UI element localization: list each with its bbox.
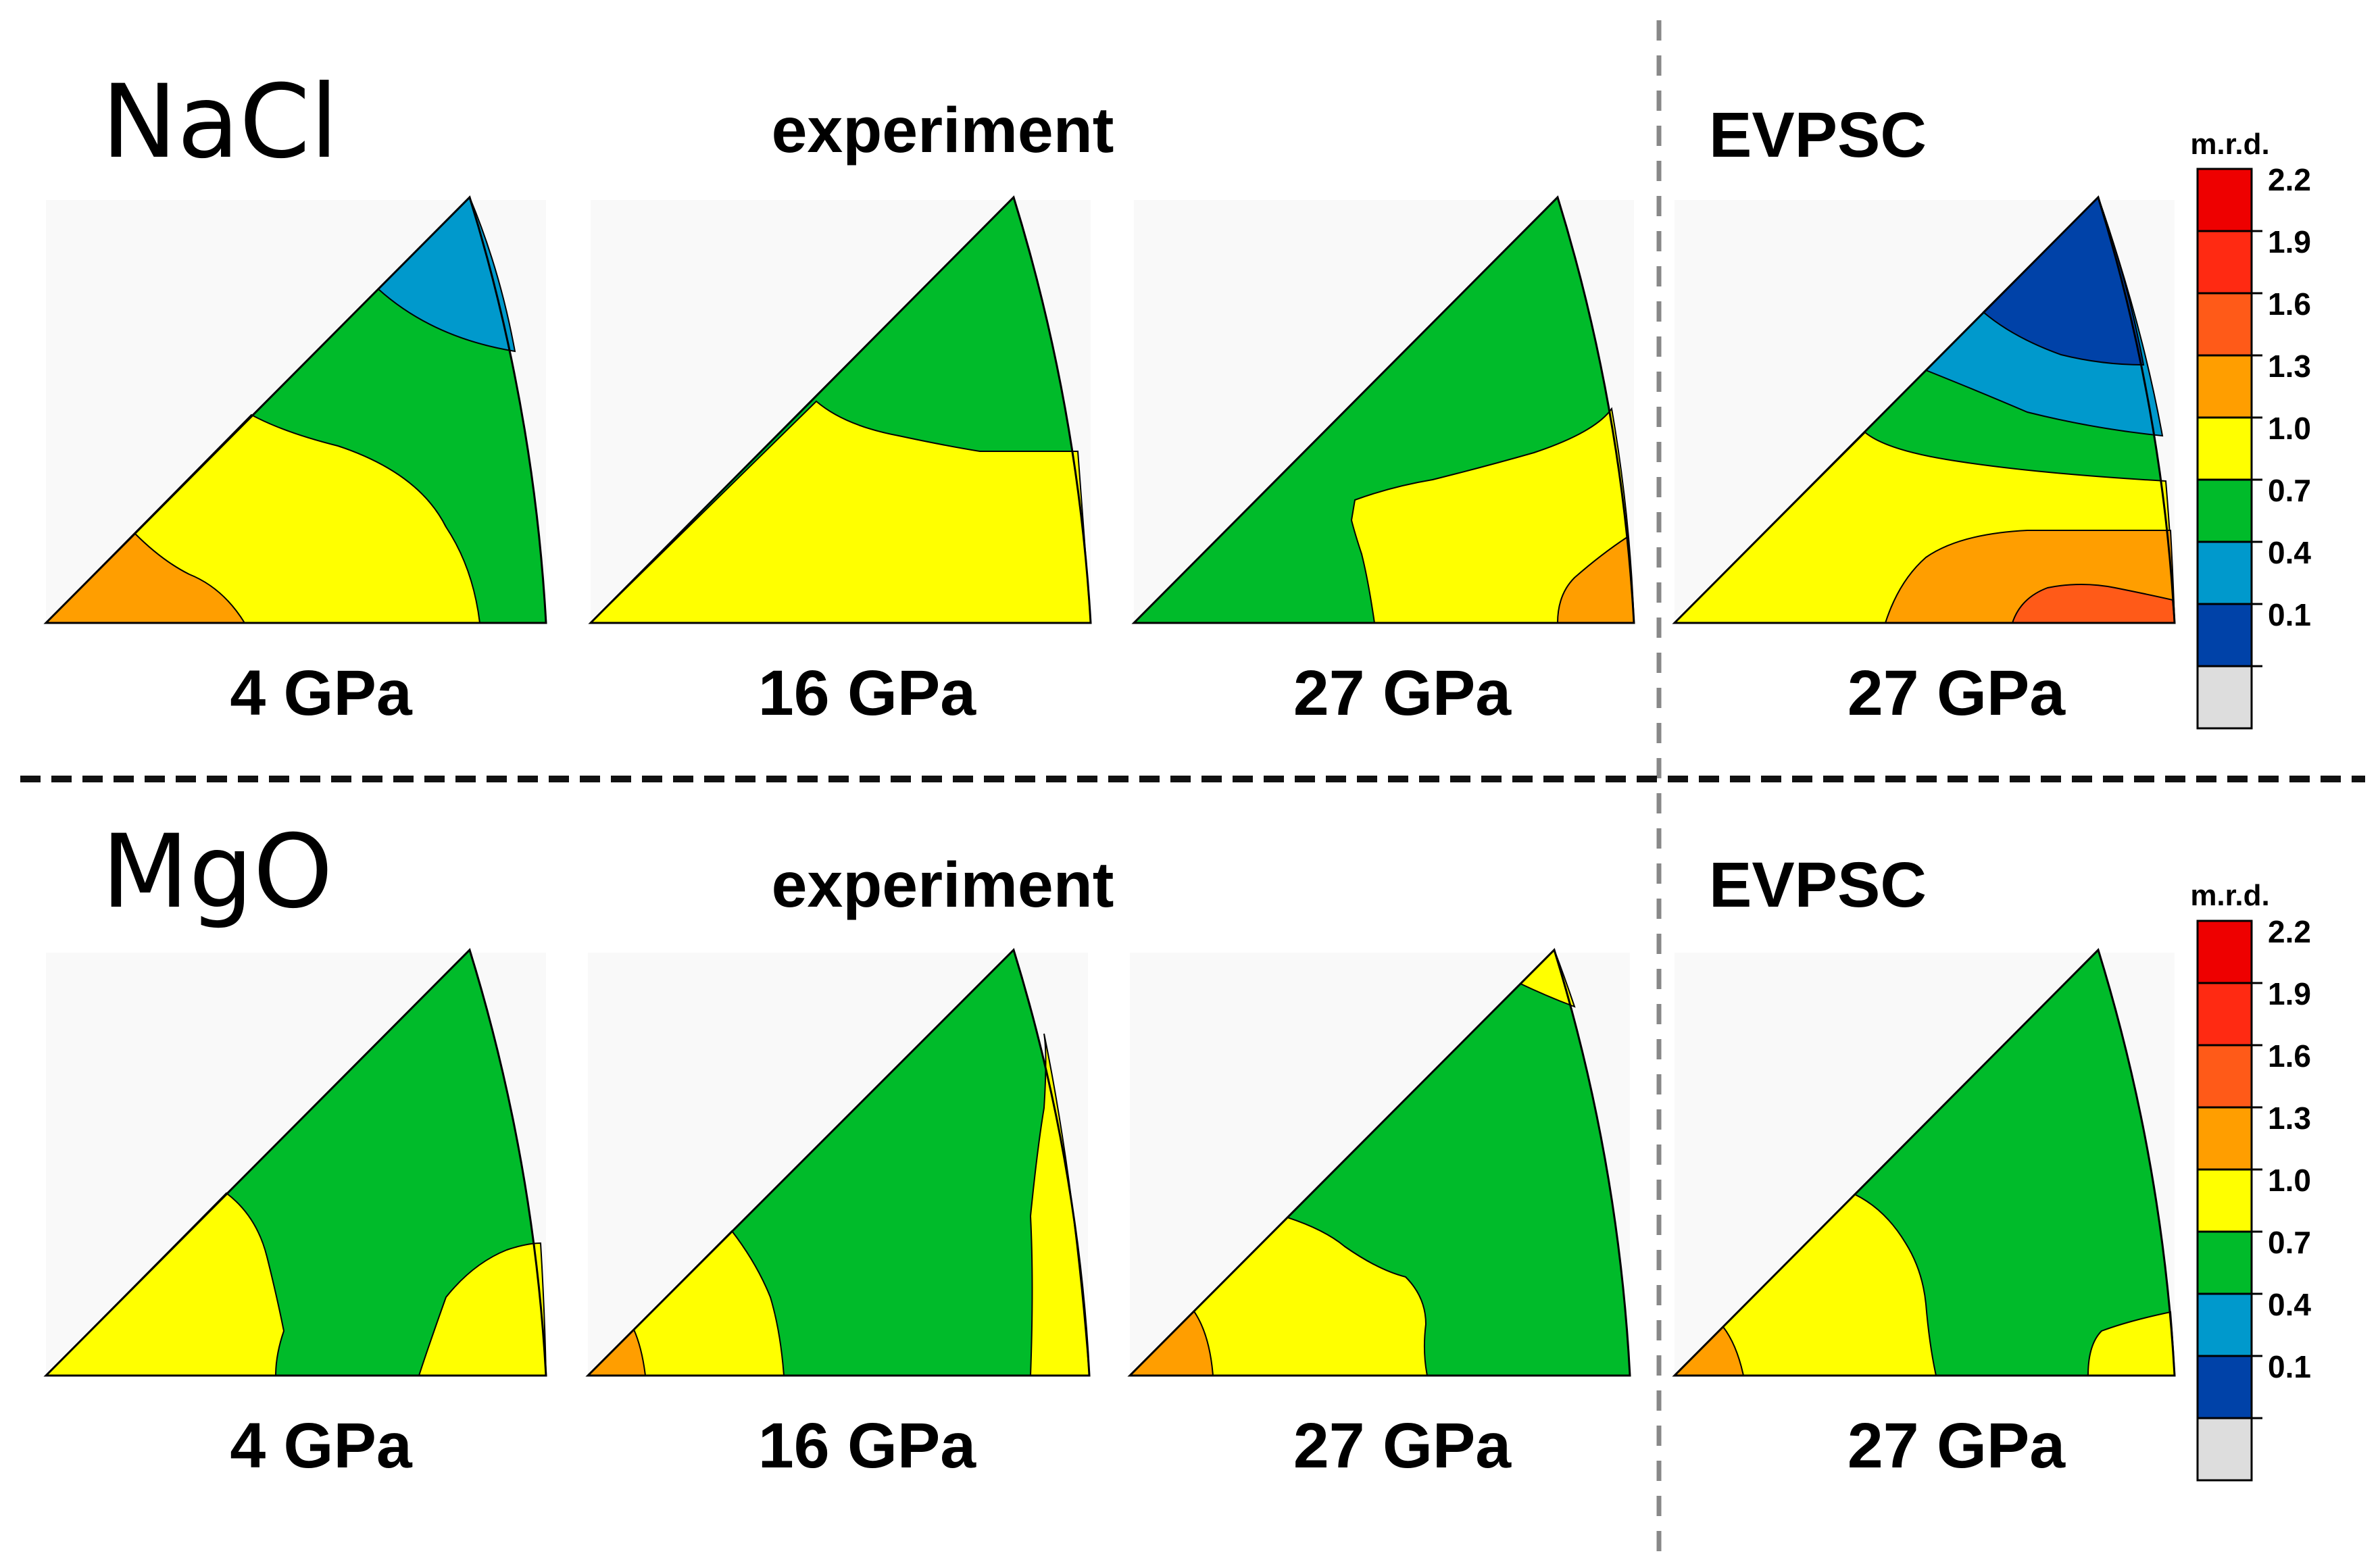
pressure-label-mgo-16gpa: 16 GPa <box>758 1410 976 1482</box>
colorbar-swatch <box>2196 982 2253 1047</box>
evpsc-label-nacl: EVPSC <box>1709 99 1927 171</box>
colorbar-tick-label: 1.3 <box>2268 1101 2311 1136</box>
colorbar-swatch <box>2196 1230 2253 1295</box>
region-orange <box>44 532 246 624</box>
region-yellow <box>1672 1193 1937 1376</box>
pressure-label-nacl-27gpa: 27 GPa <box>1293 657 1512 729</box>
colorbar-title: m.r.d. <box>2190 128 2269 161</box>
ipf-panel-nacl-16gpa <box>588 195 1092 624</box>
colorbar-swatch <box>2196 665 2253 730</box>
colorbar-tick-label: 2.2 <box>2268 162 2311 197</box>
colorbar-swatch <box>2196 354 2253 419</box>
colorbar-swatch <box>2196 603 2253 668</box>
colorbar-tick-label: 0.4 <box>2268 1287 2311 1322</box>
experiment-label-nacl: experiment <box>772 95 1114 166</box>
ipf-panel-nacl-27gpa <box>1131 195 1635 624</box>
pressure-label-nacl-evpsc-27gpa: 27 GPa <box>1848 657 2066 729</box>
colorbar-swatch <box>2196 292 2253 357</box>
region-orange <box>1672 1326 1745 1376</box>
ipf-panel-mgo-27gpa <box>1127 948 1631 1377</box>
ipf-panel-mgo-4gpa <box>43 948 547 1377</box>
ipf-panel-nacl-evpsc-27gpa <box>1672 195 2176 624</box>
evpsc-label-mgo: EVPSC <box>1709 849 1927 921</box>
colorbar-swatch <box>2196 1168 2253 1233</box>
colorbar-swatch <box>2196 168 2253 232</box>
region-blue <box>1982 196 2145 366</box>
material-label-mgo: MgO <box>101 813 333 931</box>
colorbar-swatch <box>2196 478 2253 543</box>
colorbar-tick-label: 1.0 <box>2268 411 2311 446</box>
region-yellow <box>418 1242 547 1376</box>
colorbar-swatch <box>2196 920 2253 984</box>
region-yellow <box>1350 407 1635 624</box>
pressure-label-nacl-4gpa: 4 GPa <box>230 657 412 729</box>
pressure-label-nacl-16gpa: 16 GPa <box>758 657 976 729</box>
colorbar-tick-label: 1.0 <box>2268 1163 2311 1198</box>
region-yellow <box>1519 949 1576 1008</box>
ipf-outline <box>585 948 1091 1377</box>
colorbar-tick-label: 0.7 <box>2268 473 2311 508</box>
experiment-label-mgo: experiment <box>772 849 1114 921</box>
colorbar-tick-label: 0.1 <box>2268 1349 2311 1384</box>
ipf-outline <box>1672 948 2176 1377</box>
colorbar-tick-label: 0.4 <box>2268 535 2311 570</box>
ipf-outline <box>43 948 547 1377</box>
colorbar-tick-label: 1.6 <box>2268 1038 2311 1074</box>
ipf-panel-mgo-evpsc-27gpa <box>1672 948 2176 1377</box>
colorbar-tick-label: 0.7 <box>2268 1225 2311 1260</box>
pressure-label-mgo-4gpa: 4 GPa <box>230 1410 412 1482</box>
ipf-panel-nacl-4gpa <box>43 195 547 624</box>
material-label-nacl: NaCl <box>101 64 339 181</box>
colorbar-swatch <box>2196 1044 2253 1109</box>
colorbar-tick-label: 1.9 <box>2268 976 2311 1011</box>
colorbar-swatch <box>2196 1106 2253 1171</box>
ipf-outline <box>43 195 547 624</box>
pressure-label-mgo-27gpa: 27 GPa <box>1293 1410 1512 1482</box>
colorbar-swatch <box>2196 1292 2253 1357</box>
colorbar-swatch <box>2196 1355 2253 1419</box>
ipf-outline <box>1131 195 1635 624</box>
colorbar-swatch <box>2196 230 2253 295</box>
colorbar-tick-label: 0.1 <box>2268 597 2311 632</box>
colorbar-nacl: m.r.d. 2.2 1.9 1.6 1.3 1.0 0.7 0.4 0.1 <box>2190 128 2311 730</box>
ipf-outline <box>1127 948 1631 1377</box>
colorbar-title: m.r.d. <box>2190 879 2269 912</box>
region-yellow <box>44 1192 285 1376</box>
colorbar-swatch <box>2196 540 2253 605</box>
ipf-outline <box>588 195 1092 624</box>
pressure-label-mgo-evpsc-27gpa: 27 GPa <box>1848 1410 2066 1482</box>
colorbar-swatch <box>2196 416 2253 481</box>
colorbar-tick-label: 1.3 <box>2268 349 2311 384</box>
region-orange-red <box>2011 584 2176 624</box>
colorbar-mgo: m.r.d. 2.2 1.9 1.6 1.3 1.0 0.7 0.4 0.1 <box>2190 879 2311 1482</box>
colorbar-swatch <box>2196 1417 2253 1482</box>
colorbar-tick-label: 1.9 <box>2268 224 2311 259</box>
colorbar-tick-label: 2.2 <box>2268 914 2311 949</box>
ipf-panel-mgo-16gpa <box>585 948 1091 1377</box>
region-orange <box>1128 1310 1214 1376</box>
colorbar-tick-label: 1.6 <box>2268 286 2311 322</box>
ipf-outline <box>1672 195 2176 624</box>
